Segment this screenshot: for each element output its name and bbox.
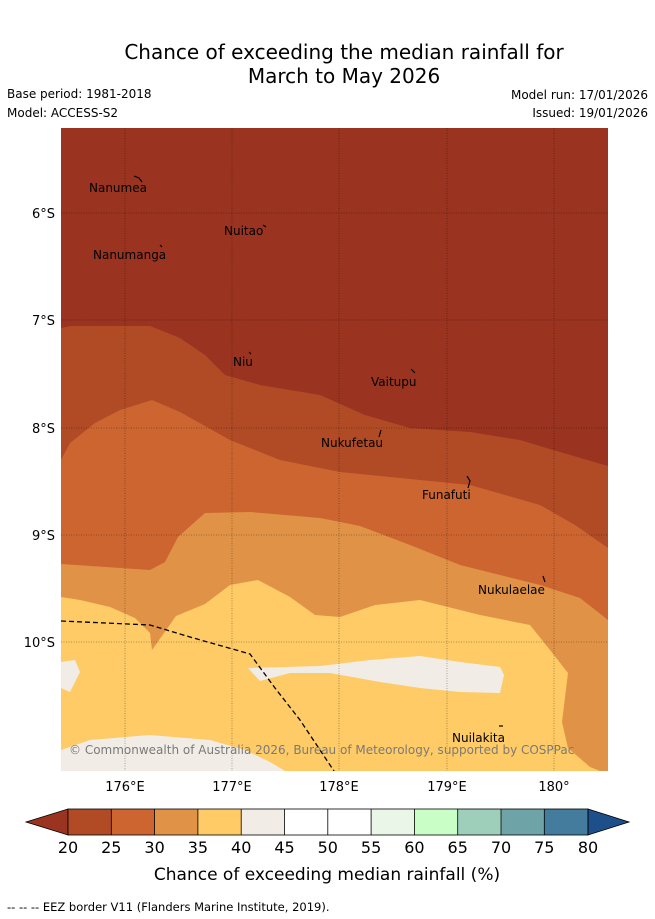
legend-tick: 65	[448, 838, 468, 857]
legend-bin-65-70	[457, 809, 501, 835]
rainfall-map: Nanumea Nuitao Nanumanga Niu Vaitupu Nuk…	[61, 128, 608, 771]
nanumea-atoll	[133, 175, 143, 183]
band-45-50-south	[61, 735, 285, 771]
lat-label: 6°S	[32, 207, 55, 222]
legend-arrow-high	[587, 808, 631, 836]
nuitao-atoll	[262, 224, 267, 228]
legend-tick: 40	[231, 838, 251, 857]
title-line-1: Chance of exceeding the median rainfall …	[124, 40, 564, 64]
legend-bin-25-30	[111, 809, 155, 835]
legend-bin-70-75	[501, 809, 545, 835]
lon-label: 176°E	[105, 780, 145, 795]
island-labels: Nanumea Nuitao Nanumanga Niu Vaitupu Nuk…	[89, 181, 545, 745]
legend-bin-45-50	[284, 809, 328, 835]
base-period: Base period: 1981-2018	[7, 87, 152, 101]
legend-bin-55-60	[371, 809, 415, 835]
title-line-2: March to May 2026	[247, 64, 441, 88]
lon-axis-labels: 176°E 177°E 178°E 179°E 180°	[105, 780, 569, 795]
legend-tick: 75	[534, 838, 554, 857]
lon-label: 180°	[538, 780, 569, 795]
nanumanga-atoll	[159, 244, 163, 248]
legend-arrow-low	[24, 808, 69, 836]
legend-tick: 35	[188, 838, 208, 857]
band-40-45	[61, 580, 600, 771]
lat-label: 10°S	[24, 636, 55, 651]
lon-label: 178°E	[319, 780, 359, 795]
legend-tick: 50	[318, 838, 338, 857]
legend-tick: 30	[144, 838, 164, 857]
band-45-50-east	[248, 656, 504, 693]
legend-ticks: 20 25 30 35 40 45 50 55 60 65 70 75 80	[58, 838, 598, 857]
island-label: Nukufetau	[321, 436, 383, 450]
model-name: Model: ACCESS-S2	[7, 106, 119, 120]
nukufetau-atoll	[378, 429, 382, 438]
issued-date: Issued: 19/01/2026	[532, 106, 648, 120]
legend-bin-20-25	[68, 809, 112, 835]
eez-footnote: -- -- -- EEZ border V11 (Flanders Marine…	[7, 900, 330, 914]
legend-bin-60-65	[414, 809, 458, 835]
island-label: Nukulaelae	[478, 583, 545, 597]
legend-tick: 70	[491, 838, 511, 857]
graticule	[61, 128, 608, 771]
niu-atoll	[248, 351, 252, 355]
island-label: Nanumanga	[93, 248, 166, 262]
legend-tick: 55	[361, 838, 381, 857]
lon-label: 179°E	[427, 780, 467, 795]
legend-bin-50-55	[327, 809, 372, 835]
vaitupu-atoll	[410, 368, 416, 374]
legend-bin-35-40	[197, 809, 242, 835]
legend-label: Chance of exceeding median rainfall (%)	[154, 865, 500, 885]
island-outlines	[133, 175, 546, 727]
island-label: Vaitupu	[371, 375, 417, 389]
legend-tick: 25	[101, 838, 121, 857]
lat-label: 7°S	[32, 314, 55, 329]
legend-bin-30-35	[154, 809, 198, 835]
legend-bin-40-45	[241, 809, 285, 835]
lat-label: 9°S	[32, 529, 55, 544]
lat-label: 8°S	[32, 422, 55, 437]
band-45-50-west	[61, 660, 80, 692]
legend-tick: 45	[274, 838, 294, 857]
legend-tick: 60	[404, 838, 424, 857]
lat-axis-labels: 6°S 7°S 8°S 9°S 10°S	[24, 207, 55, 651]
island-label: Nuitao	[224, 224, 263, 238]
legend-tick: 80	[578, 838, 598, 857]
map-title: Chance of exceeding the median rainfall …	[0, 40, 655, 88]
lon-label: 177°E	[212, 780, 252, 795]
model-run: Model run: 17/01/2026	[510, 88, 648, 102]
island-label: Nuilakita	[452, 731, 505, 745]
legend-tick: 20	[58, 838, 78, 857]
funafuti-atoll	[466, 475, 471, 489]
eez-border	[61, 620, 335, 771]
legend-bin-75-80	[544, 809, 588, 835]
color-legend: 20 25 30 35 40 45 50 55 60 65 70 75 80 C…	[24, 808, 631, 885]
island-label: Funafuti	[422, 488, 471, 502]
copyright-notice: © Commonwealth of Australia 2026, Bureau…	[69, 743, 574, 757]
nukulaelae-atoll	[542, 575, 546, 583]
island-label: Nanumea	[89, 181, 147, 195]
island-label: Niu	[233, 355, 253, 369]
legend-dividers	[110, 809, 545, 835]
